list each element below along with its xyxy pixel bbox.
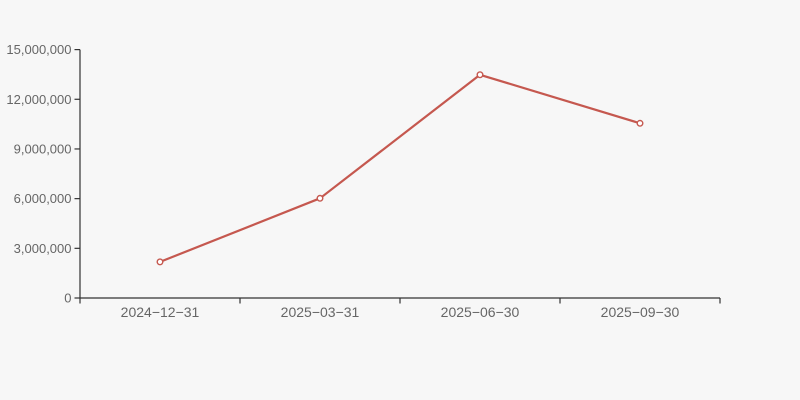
x-axis-category-label: 2024−12−31	[121, 304, 200, 320]
y-axis-tick-label: 3,000,000	[14, 241, 72, 256]
y-axis-tick-label: 9,000,000	[14, 141, 72, 156]
y-axis-tick-label: 6,000,000	[14, 191, 72, 206]
y-axis-tick-label: 12,000,000	[6, 92, 71, 107]
data-point-marker	[636, 119, 644, 127]
data-point-marker	[316, 194, 324, 202]
y-axis-tick-label: 0	[64, 291, 71, 306]
y-axis-tick-label: 15,000,000	[6, 42, 71, 57]
series-line	[158, 73, 642, 263]
data-point-marker	[476, 71, 484, 79]
x-axis-category-label: 2025−03−31	[281, 304, 360, 320]
x-axis-category-label: 2025−06−30	[441, 304, 520, 320]
x-axis-category-label: 2025−09−30	[601, 304, 680, 320]
data-point-marker	[156, 258, 164, 266]
